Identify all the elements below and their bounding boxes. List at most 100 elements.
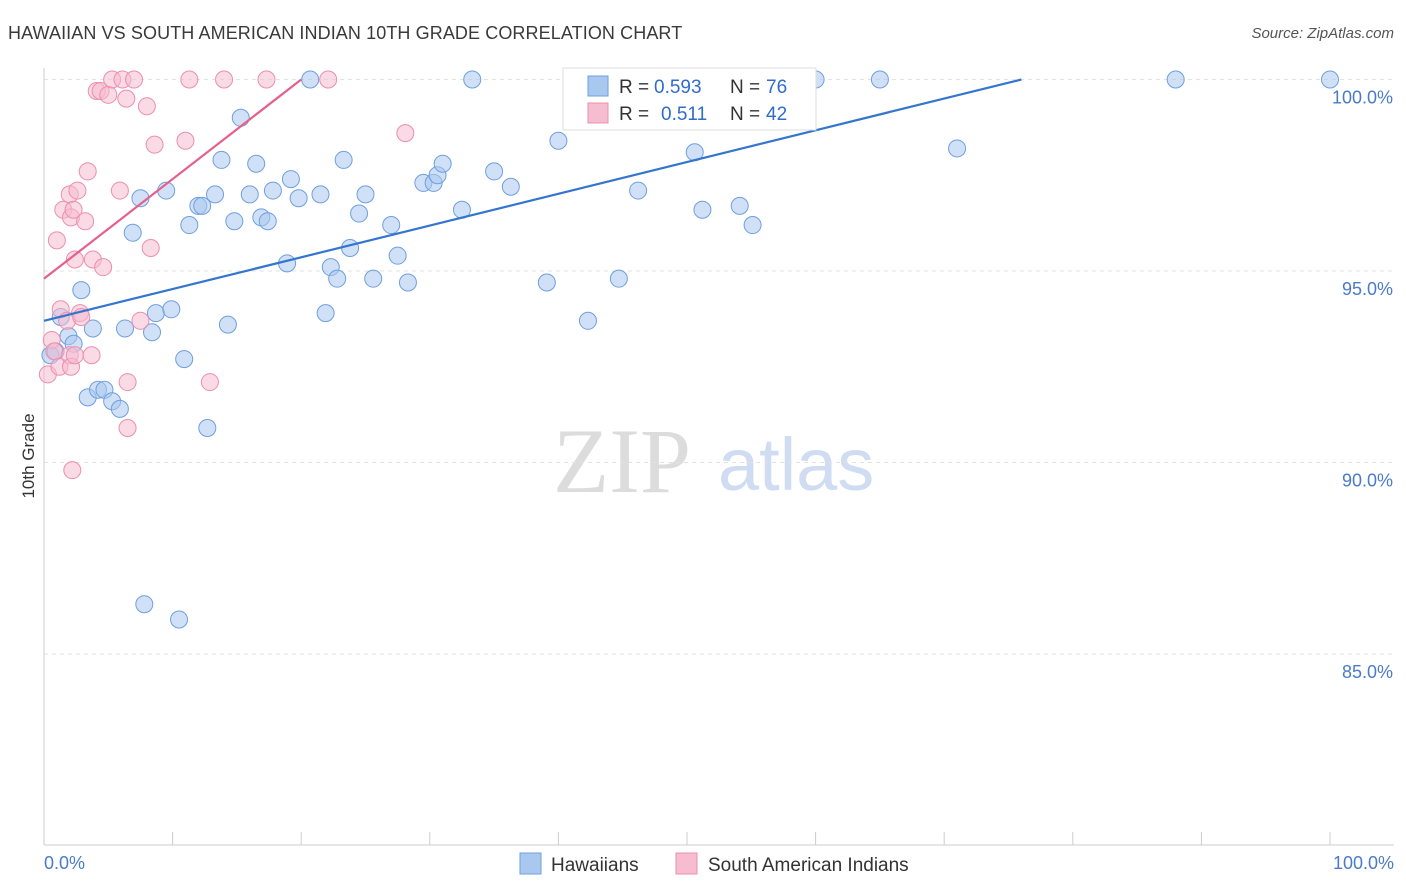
x-ticks [43, 832, 1331, 845]
south-american-indians-point [141, 239, 160, 258]
gridlines [44, 79, 1394, 655]
legend-r-value-1: 0.593 [654, 77, 702, 98]
regression-lines [43, 78, 1022, 322]
hawaiians-point [231, 108, 250, 127]
hawaiians-point [356, 185, 375, 204]
hawaiians-point [463, 70, 482, 89]
hawaiians-point [72, 281, 91, 300]
south-american-indians-point [215, 70, 234, 89]
hawaiians-point [193, 196, 212, 215]
legend-r-label-1: R = [619, 77, 649, 98]
hawaiians-point [433, 154, 452, 173]
south-american-indians-point [137, 97, 156, 116]
south-american-indians-point [319, 70, 338, 89]
hawaiians-point [485, 162, 504, 181]
hawaiians-point [1166, 70, 1185, 89]
hawaiians-point [281, 170, 300, 189]
hawaiians-point [334, 150, 353, 169]
hawaiians-point [311, 185, 330, 204]
south-american-indians-point [76, 212, 95, 231]
series-legend: Hawaiians South American Indians [519, 852, 909, 876]
south-american-indians-point [200, 373, 219, 392]
x-tick-label-min: 0.0% [44, 853, 85, 873]
south-american-indians-point [45, 342, 64, 361]
hawaiians-point [382, 216, 401, 235]
south-american-indians-point [117, 89, 136, 108]
y-tick-label: 90.0% [1342, 471, 1393, 491]
south-american-indians-point [125, 70, 144, 89]
south-american-indians-point [145, 135, 164, 154]
y-tick-label: 95.0% [1342, 279, 1393, 299]
south-american-indians-point [65, 250, 84, 269]
south-american-indians-point [396, 124, 415, 143]
south-american-indians-point [65, 346, 84, 365]
south-american-indians-point [99, 85, 118, 104]
y-axis-label: 10th Grade [19, 413, 38, 498]
hawaiians-point [388, 246, 407, 265]
hawaiians-point [609, 269, 628, 288]
hawaiians-point [350, 204, 369, 223]
south-american-indians-point [131, 311, 150, 330]
hawaiians-point [218, 315, 237, 334]
hawaiians-point [198, 419, 217, 438]
hawaiians-point [1321, 70, 1339, 89]
hawaiians-point [225, 212, 244, 231]
hawaiians-point [162, 300, 181, 319]
x-tick-label-max: 100.0% [1333, 853, 1394, 873]
south-american-indians-point [118, 373, 137, 392]
series-legend-swatch-hawaiians [519, 852, 542, 875]
stats-legend: R = 0.593 N = 76 R = 0.511 N = 42 [562, 67, 817, 131]
legend-r-value-2: 0.511 [661, 104, 707, 125]
hawaiians-point [629, 181, 648, 200]
hawaiians-point [247, 154, 266, 173]
hawaiians-point [301, 70, 320, 89]
south-american-indians-point [82, 346, 101, 365]
south-american-indians-trend-line [43, 78, 302, 280]
hawaiians-point [263, 181, 282, 200]
hawaiians-point [316, 304, 335, 323]
hawaiians-point [501, 177, 520, 196]
y-tick-label: 100.0% [1332, 88, 1393, 108]
hawaiians-point [743, 216, 762, 235]
hawaiians-point [693, 200, 712, 219]
series-legend-label-south-american-indians: South American Indians [708, 855, 909, 876]
legend-r-label-2: R = [619, 104, 649, 125]
legend-swatch-south-american-indians [587, 102, 609, 124]
hawaiians-point [730, 196, 749, 215]
legend-n-value-1: 76 [766, 77, 787, 98]
legend-n-label-1: N = [730, 77, 760, 98]
south-american-indians-point [176, 131, 195, 150]
data-points [38, 70, 1339, 629]
watermark-atlas: atlas [718, 423, 874, 506]
legend-swatch-hawaiians [587, 75, 609, 97]
south-american-indians-point [78, 162, 97, 181]
south-american-indians-point [118, 419, 137, 438]
south-american-indians-point [68, 181, 87, 200]
y-tick-labels: 85.0% 90.0% 95.0% 100.0% [1332, 88, 1393, 683]
legend-n-label-2: N = [730, 104, 760, 125]
series-legend-label-hawaiians: Hawaiians [551, 855, 639, 876]
hawaiians-point [549, 131, 568, 150]
hawaiians-point [870, 70, 889, 89]
hawaiians-point [537, 273, 556, 292]
hawaiians-point [212, 150, 231, 169]
hawaiians-point [364, 269, 383, 288]
south-american-indians-point [47, 231, 66, 250]
south-american-indians-point [94, 258, 113, 277]
hawaiians-point [341, 239, 360, 258]
south-american-indians-point [64, 200, 83, 219]
hawaiians-point [175, 350, 194, 369]
hawaiians-point [578, 311, 597, 330]
chart-title: HAWAIIAN VS SOUTH AMERICAN INDIAN 10TH G… [8, 23, 683, 43]
source-label: Source: ZipAtlas.com [1251, 25, 1394, 42]
hawaiians-point [170, 610, 189, 629]
hawaiians-point [83, 319, 102, 338]
hawaiians-point [143, 323, 162, 342]
hawaiians-point [398, 273, 417, 292]
hawaiians-point [135, 595, 154, 614]
hawaiians-point [206, 185, 225, 204]
hawaiians-point [180, 216, 199, 235]
y-tick-label: 85.0% [1342, 662, 1393, 682]
hawaiians-point [258, 212, 277, 231]
south-american-indians-point [257, 70, 276, 89]
